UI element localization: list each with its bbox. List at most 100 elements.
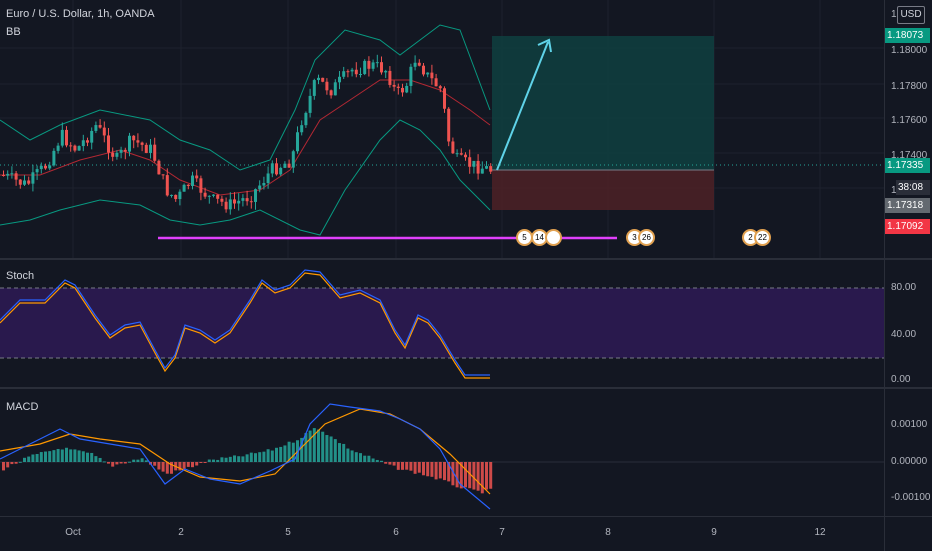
macd-axis[interactable]: 0.00100 0.00000 -0.00100	[884, 389, 932, 516]
candle	[409, 66, 413, 86]
macd-histogram-bar	[401, 462, 404, 470]
candle	[86, 140, 89, 143]
candle	[426, 72, 430, 75]
candle	[52, 150, 56, 166]
macd-histogram-bar	[468, 462, 472, 489]
macd-histogram-bar	[157, 462, 161, 470]
macd-histogram-bar	[233, 455, 236, 462]
candle	[10, 173, 14, 175]
candle	[186, 184, 190, 187]
macd-histogram-bar	[77, 450, 81, 462]
candle	[39, 165, 43, 170]
macd-histogram-bar	[123, 462, 127, 464]
main-chart-pane[interactable]: Euro / U.S. Dollar, 1h, OANDA BB	[0, 0, 884, 258]
macd-histogram-bar	[203, 462, 207, 463]
macd-signal-line	[0, 408, 491, 495]
candle	[401, 87, 404, 93]
macd-canvas[interactable]	[0, 389, 884, 516]
macd-histogram-bar	[480, 462, 484, 494]
candle	[203, 192, 207, 197]
macd-histogram-bar	[409, 462, 413, 471]
candle	[485, 166, 488, 169]
event-flag-icon[interactable]: 26	[638, 229, 655, 246]
macd-histogram-bar	[39, 452, 43, 462]
macd-histogram-bar	[111, 462, 115, 467]
axis-corner[interactable]	[884, 516, 932, 551]
candle	[174, 194, 178, 200]
macd-histogram-bar	[392, 462, 396, 466]
macd-histogram-bar	[258, 452, 262, 462]
pane-separator[interactable]	[0, 258, 932, 260]
macd-histogram-bar	[279, 446, 283, 462]
candle	[405, 85, 409, 93]
stoch-axis[interactable]: 80.00 40.00 0.00	[884, 260, 932, 387]
candle	[149, 144, 152, 153]
macd-histogram-bar	[375, 459, 379, 462]
candle	[270, 163, 274, 174]
macd-histogram-bar	[325, 435, 329, 462]
candle	[321, 77, 325, 82]
candle	[333, 82, 337, 96]
bollinger-basis	[0, 79, 491, 196]
macd-histogram-bar	[178, 462, 182, 471]
candle	[170, 194, 173, 196]
candle	[237, 200, 241, 204]
macd-histogram-bar	[388, 462, 392, 465]
candle	[56, 145, 60, 151]
candle	[35, 169, 39, 173]
macd-histogram-bar	[140, 458, 144, 462]
candle	[153, 144, 157, 161]
time-tick: 7	[499, 527, 505, 538]
symbol-title: Euro / U.S. Dollar, 1h, OANDA	[6, 8, 155, 20]
candle	[90, 130, 94, 143]
price-chart-canvas[interactable]	[0, 0, 884, 258]
macd-histogram-bar	[6, 462, 10, 468]
macd-histogram-bar	[165, 462, 169, 474]
macd-histogram-bar	[224, 457, 228, 462]
time-tick: 12	[814, 527, 826, 538]
candle	[102, 127, 106, 136]
time-tick: 9	[711, 527, 717, 538]
candle	[228, 199, 232, 210]
candle	[472, 160, 476, 167]
candle	[220, 198, 224, 202]
macd-histogram-bar	[329, 436, 333, 462]
candle	[363, 60, 367, 74]
candle	[258, 185, 262, 190]
candle	[48, 165, 52, 169]
candle	[413, 62, 417, 67]
candle	[14, 173, 18, 180]
event-flag-icon[interactable]	[545, 229, 562, 246]
bollinger-band	[0, 24, 491, 171]
time-tick: Oct	[65, 527, 81, 538]
candle	[144, 144, 148, 153]
macd-histogram-bar	[60, 449, 64, 462]
stoch-label[interactable]: Stoch	[6, 270, 35, 282]
macd-histogram-bar	[73, 449, 77, 462]
candle	[81, 140, 85, 147]
macd-histogram-bar	[283, 445, 287, 462]
candle	[119, 149, 123, 153]
macd-pane[interactable]: MACD	[0, 389, 884, 516]
bb-indicator-label[interactable]: BB	[6, 26, 21, 38]
candle	[451, 141, 455, 154]
macd-histogram-bar	[417, 462, 421, 473]
currency-button[interactable]: USD	[897, 6, 925, 24]
arrow-head-icon	[537, 38, 552, 53]
candle	[354, 69, 358, 75]
time-tick: 8	[605, 527, 611, 538]
event-flag-icon[interactable]: 22	[754, 229, 771, 246]
macd-histogram-bar	[241, 456, 245, 462]
macd-label[interactable]: MACD	[6, 401, 39, 413]
macd-histogram-bar	[86, 452, 89, 462]
macd-axis-tick: 0.00100	[891, 419, 928, 430]
macd-histogram-bar	[90, 452, 94, 462]
macd-histogram-bar	[44, 451, 47, 462]
pane-separator[interactable]	[0, 387, 932, 389]
stoch-pane[interactable]: Stoch	[0, 260, 884, 387]
macd-histogram-bar	[443, 462, 446, 481]
macd-histogram-bar	[119, 462, 123, 464]
candle	[300, 125, 304, 133]
stoch-canvas[interactable]	[0, 260, 884, 387]
time-axis[interactable]: Oct 2 5 6 7 8 9 12	[0, 516, 884, 551]
